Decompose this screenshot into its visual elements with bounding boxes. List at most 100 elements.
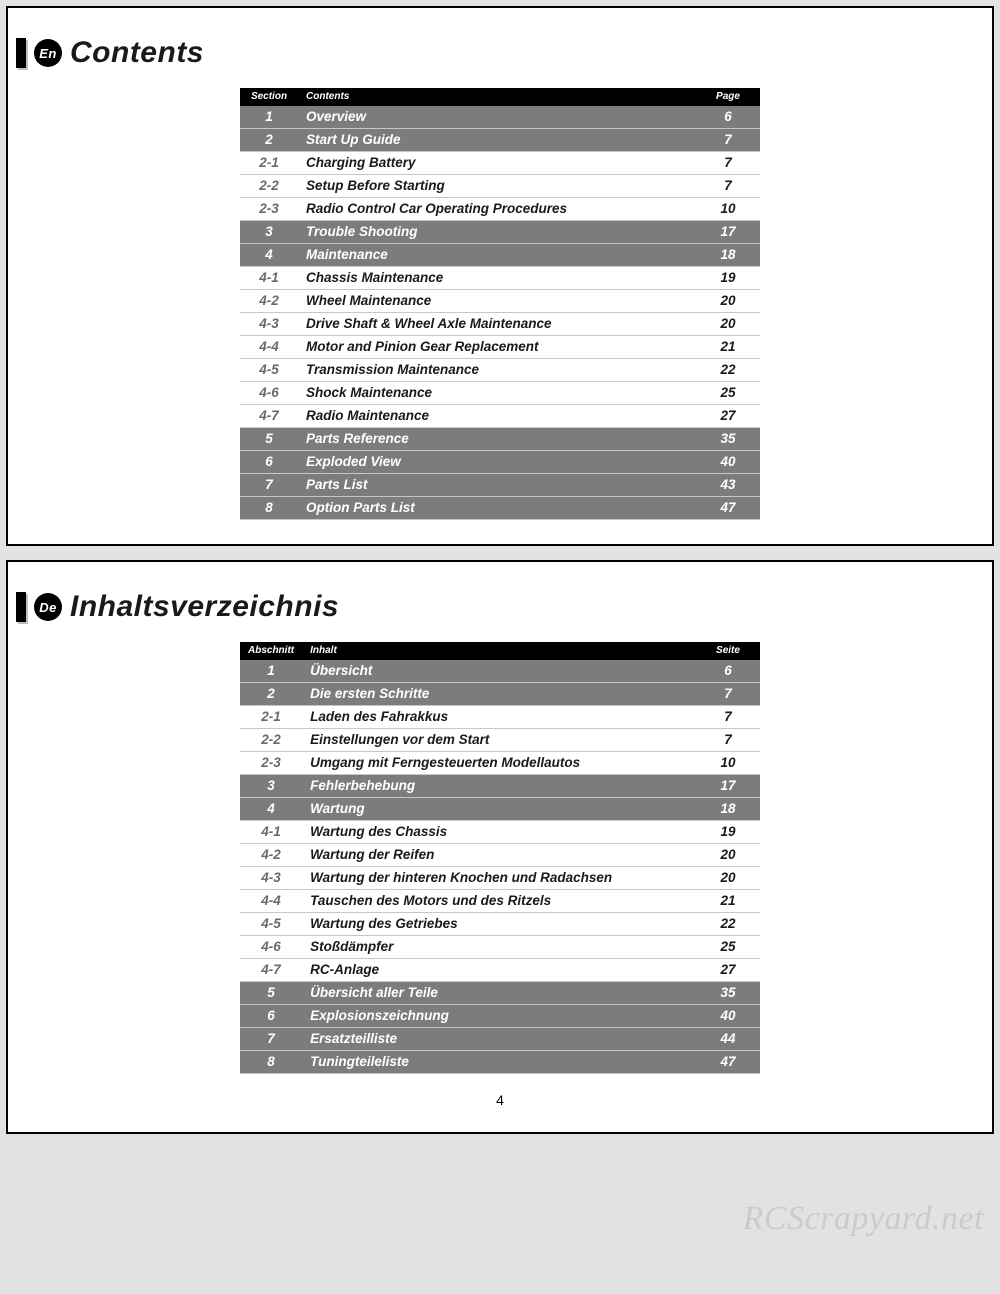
toc-row: 4-6Shock Maintenance25 xyxy=(240,382,760,405)
toc-section-title: Wartung des Chassis xyxy=(302,821,696,844)
toc-section-title: Parts Reference xyxy=(298,428,696,451)
toc-row: 4-5Transmission Maintenance22 xyxy=(240,359,760,382)
toc-header-contents: Inhalt xyxy=(302,642,696,660)
contents-panel: EnContentsSectionContentsPage1Overview62… xyxy=(6,6,994,546)
toc-page-number: 17 xyxy=(696,221,760,244)
toc-section-number: 4-7 xyxy=(240,405,298,428)
toc-section-title: Start Up Guide xyxy=(298,129,696,152)
toc-row: 1Übersicht6 xyxy=(240,660,760,683)
toc-section-title: Explosionszeichnung xyxy=(302,1005,696,1028)
toc-page-number: 7 xyxy=(696,152,760,175)
toc-section-number: 4-1 xyxy=(240,821,302,844)
page-number: 4 xyxy=(68,1092,932,1108)
toc-row: 7Parts List43 xyxy=(240,474,760,497)
toc-section-number: 4-2 xyxy=(240,290,298,313)
toc-section-number: 4-5 xyxy=(240,913,302,936)
toc-row: 4-6Stoßdämpfer25 xyxy=(240,936,760,959)
toc-section-number: 2-1 xyxy=(240,706,302,729)
toc-page-number: 19 xyxy=(696,821,760,844)
toc-section-title: Radio Maintenance xyxy=(298,405,696,428)
contents-panel: DeInhaltsverzeichnisAbschnittInhaltSeite… xyxy=(6,560,994,1134)
toc-section-title: Option Parts List xyxy=(298,497,696,520)
toc-section-title: Einstellungen vor dem Start xyxy=(302,729,696,752)
heading-tab-icon xyxy=(16,592,26,622)
toc-page-number: 19 xyxy=(696,267,760,290)
toc-section-number: 3 xyxy=(240,775,302,798)
toc-row: 1Overview6 xyxy=(240,106,760,129)
toc-row: 2Start Up Guide7 xyxy=(240,129,760,152)
toc-page-number: 47 xyxy=(696,497,760,520)
toc-section-title: Die ersten Schritte xyxy=(302,683,696,706)
toc-section-title: RC-Anlage xyxy=(302,959,696,982)
toc-section-title: Tuningteileliste xyxy=(302,1051,696,1074)
toc-section-title: Parts List xyxy=(298,474,696,497)
toc-section-number: 4-3 xyxy=(240,313,298,336)
toc-row: 4-7Radio Maintenance27 xyxy=(240,405,760,428)
toc-section-number: 4-6 xyxy=(240,936,302,959)
toc-page-number: 6 xyxy=(696,106,760,129)
toc-row: 8Option Parts List47 xyxy=(240,497,760,520)
toc-section-title: Laden des Fahrakkus xyxy=(302,706,696,729)
language-badge: De xyxy=(34,593,62,621)
toc-section-number: 5 xyxy=(240,428,298,451)
toc-section-title: Motor and Pinion Gear Replacement xyxy=(298,336,696,359)
toc-row: 4-3Wartung der hinteren Knochen und Rada… xyxy=(240,867,760,890)
toc-section-number: 4-2 xyxy=(240,844,302,867)
toc-section-number: 8 xyxy=(240,1051,302,1074)
toc-section-number: 4-4 xyxy=(240,890,302,913)
toc-section-number: 4-3 xyxy=(240,867,302,890)
toc-section-number: 2-1 xyxy=(240,152,298,175)
toc-section-title: Exploded View xyxy=(298,451,696,474)
toc-row: 4-4Motor and Pinion Gear Replacement21 xyxy=(240,336,760,359)
toc-section-title: Umgang mit Ferngesteuerten Modellautos xyxy=(302,752,696,775)
toc-section-number: 2-3 xyxy=(240,198,298,221)
toc-header-page: Seite xyxy=(696,642,760,660)
toc-page-number: 35 xyxy=(696,428,760,451)
toc-row: 5Übersicht aller Teile35 xyxy=(240,982,760,1005)
toc-row: 8Tuningteileliste47 xyxy=(240,1051,760,1074)
toc-section-title: Wartung der hinteren Knochen und Radachs… xyxy=(302,867,696,890)
toc-table: AbschnittInhaltSeite1Übersicht62Die erst… xyxy=(240,642,760,1074)
toc-page-number: 18 xyxy=(696,244,760,267)
toc-section-number: 1 xyxy=(240,660,302,683)
toc-row: 2-3Radio Control Car Operating Procedure… xyxy=(240,198,760,221)
toc-header-row: AbschnittInhaltSeite xyxy=(240,642,760,660)
toc-page-number: 6 xyxy=(696,660,760,683)
toc-page-number: 20 xyxy=(696,867,760,890)
toc-section-title: Fehlerbehebung xyxy=(302,775,696,798)
toc-section-title: Wartung xyxy=(302,798,696,821)
toc-row: 4-5Wartung des Getriebes22 xyxy=(240,913,760,936)
toc-page-number: 7 xyxy=(696,729,760,752)
panel-title: Contents xyxy=(70,36,204,70)
toc-section-number: 2 xyxy=(240,683,302,706)
toc-header-section: Abschnitt xyxy=(240,642,302,660)
toc-row: 7Ersatzteilliste44 xyxy=(240,1028,760,1051)
toc-section-number: 2-2 xyxy=(240,175,298,198)
toc-section-number: 7 xyxy=(240,1028,302,1051)
toc-section-title: Setup Before Starting xyxy=(298,175,696,198)
toc-page-number: 27 xyxy=(696,405,760,428)
toc-section-number: 2-3 xyxy=(240,752,302,775)
toc-section-number: 4-4 xyxy=(240,336,298,359)
toc-section-title: Transmission Maintenance xyxy=(298,359,696,382)
toc-section-title: Charging Battery xyxy=(298,152,696,175)
toc-section-number: 4-5 xyxy=(240,359,298,382)
toc-section-title: Übersicht aller Teile xyxy=(302,982,696,1005)
toc-section-number: 4 xyxy=(240,244,298,267)
toc-section-number: 7 xyxy=(240,474,298,497)
toc-page-number: 47 xyxy=(696,1051,760,1074)
toc-section-title: Wartung des Getriebes xyxy=(302,913,696,936)
toc-section-title: Chassis Maintenance xyxy=(298,267,696,290)
toc-section-number: 4-6 xyxy=(240,382,298,405)
toc-page-number: 10 xyxy=(696,752,760,775)
toc-row: 2Die ersten Schritte7 xyxy=(240,683,760,706)
toc-page-number: 35 xyxy=(696,982,760,1005)
toc-page-number: 20 xyxy=(696,844,760,867)
toc-section-number: 6 xyxy=(240,451,298,474)
toc-page-number: 7 xyxy=(696,129,760,152)
toc-row: 4-1Chassis Maintenance19 xyxy=(240,267,760,290)
toc-page-number: 40 xyxy=(696,451,760,474)
toc-row: 4-7RC-Anlage27 xyxy=(240,959,760,982)
toc-page-number: 21 xyxy=(696,336,760,359)
toc-page-number: 7 xyxy=(696,706,760,729)
